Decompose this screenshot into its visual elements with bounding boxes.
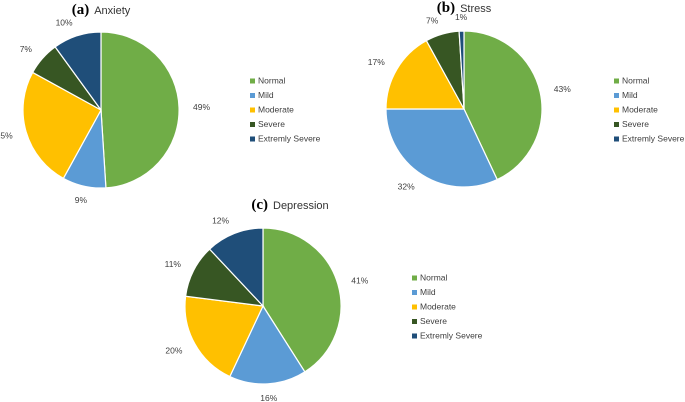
legend-swatch	[250, 107, 255, 113]
legend-label: Moderate	[420, 302, 456, 312]
data-label: 7%	[20, 44, 33, 54]
pie-slice-moderate	[184, 295, 264, 378]
legend-label: Extremly Severe	[258, 134, 321, 144]
pie-slice-normal	[100, 31, 180, 189]
legend-label: Mild	[258, 90, 274, 100]
legend-swatch	[412, 304, 417, 310]
pie-slice-mild	[228, 304, 306, 385]
legend: Normal Mild Moderate Severe Extremly Severe	[412, 273, 483, 341]
legend-swatch	[614, 78, 619, 84]
legend-label: Mild	[420, 287, 436, 297]
legend-swatch	[614, 93, 619, 98]
pie-chart-depression: (c) Depression 41% 16% 20% 11% 12% Normal Mild Mo…	[165, 197, 483, 402]
data-label: 25%	[0, 131, 13, 141]
data-label: 9%	[75, 195, 88, 205]
legend: Normal Mild Moderate Severe Extremly Severe	[614, 76, 685, 144]
legend-swatch	[412, 275, 417, 281]
legend-label: Extremly Severe	[420, 331, 483, 341]
panel-letter: (c)	[251, 197, 268, 213]
data-label: 7%	[426, 16, 439, 26]
pie-chart-stress: (b) Stress 43% 32% 17% 7% 1% Normal Mild Moderate…	[368, 0, 685, 192]
data-label: 17%	[368, 57, 385, 67]
legend-label: Normal	[622, 76, 650, 86]
pie-slice-mild	[385, 108, 499, 188]
data-label: 11%	[165, 259, 182, 269]
legend-label: Normal	[258, 76, 286, 86]
pie-slice-moderate	[22, 71, 102, 180]
panel-title: Stress	[460, 3, 492, 15]
legend-label: Normal	[420, 273, 448, 283]
legend-swatch	[250, 93, 255, 98]
panel-letter: (a)	[72, 2, 90, 18]
panel-title: Depression	[273, 200, 329, 212]
data-label: 16%	[260, 393, 277, 402]
pie-slice-extremly-severe	[54, 31, 102, 112]
data-label: 12%	[212, 216, 229, 226]
legend-swatch	[250, 78, 255, 84]
panel-title: Anxiety	[94, 5, 131, 17]
legend-label: Severe	[622, 119, 649, 129]
legend: Normal Mild Moderate Severe Extremly Severe	[250, 76, 321, 144]
pie-slice-extremly-severe	[458, 30, 465, 110]
panel-letter: (b)	[437, 0, 455, 16]
legend-swatch	[614, 136, 619, 142]
legend-label: Moderate	[622, 105, 658, 115]
data-label: 20%	[165, 345, 182, 355]
pie-slice-normal	[463, 30, 543, 181]
legend-label: Severe	[258, 119, 285, 129]
data-label: 32%	[398, 182, 415, 192]
chart-title: (b) Stress	[437, 0, 492, 16]
legend-swatch	[412, 333, 417, 339]
legend-label: Moderate	[258, 105, 294, 115]
legend-swatch	[412, 319, 417, 324]
legend-label: Mild	[622, 90, 638, 100]
legend-swatch	[614, 122, 619, 127]
chart-title: (c) Depression	[251, 197, 328, 213]
legend-label: Severe	[420, 316, 447, 326]
legend-swatch	[250, 122, 255, 127]
data-label: 41%	[351, 275, 368, 285]
legend-swatch	[614, 107, 619, 113]
chart-title: (a) Anxiety	[72, 2, 131, 18]
pie-chart-anxiety: (a) Anxiety 49% 9% 25% 7% 10% Normal Mild Moderat…	[0, 2, 321, 205]
legend-label: Extremly Severe	[622, 134, 685, 144]
data-label: 1%	[455, 12, 468, 22]
data-label: 43%	[554, 84, 571, 94]
data-label: 10%	[56, 18, 73, 28]
data-label: 49%	[193, 102, 210, 112]
legend-swatch	[412, 290, 417, 295]
pie-slice-extremly-severe	[208, 227, 264, 308]
pie-slice-moderate	[385, 39, 466, 110]
legend-swatch	[250, 136, 255, 142]
